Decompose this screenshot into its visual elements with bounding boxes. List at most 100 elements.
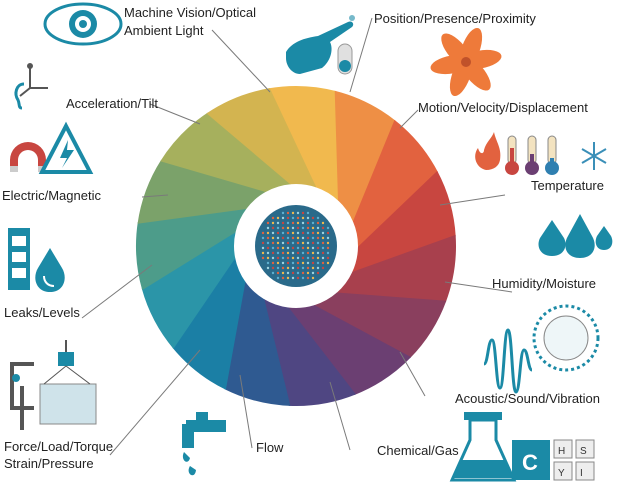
chip-dot xyxy=(326,231,330,235)
chip-dot xyxy=(291,231,295,235)
label-ambient-light: Ambient Light xyxy=(124,23,204,38)
chip-dot xyxy=(321,256,325,260)
chip-dot xyxy=(306,246,310,250)
periodic-table-icon: C H S Y I xyxy=(512,439,595,481)
chip-dot xyxy=(266,231,270,235)
flask-letter: C xyxy=(522,450,538,475)
chip-dot xyxy=(271,261,275,265)
chip-dot xyxy=(266,246,270,250)
chip-dot xyxy=(316,216,320,220)
chip-dot xyxy=(311,216,315,220)
chip-dot xyxy=(311,221,315,225)
chip-dot xyxy=(291,276,295,280)
label-temperature: Temperature xyxy=(531,178,604,193)
chip-dot xyxy=(286,221,290,225)
chip-dot xyxy=(306,266,310,270)
chip-dot xyxy=(301,251,305,255)
chip-dot xyxy=(281,226,285,230)
clamp-icon xyxy=(10,362,34,430)
vibrating-ball-icon xyxy=(532,304,600,372)
chip-dot xyxy=(271,216,275,220)
chip-dot xyxy=(296,211,300,215)
chip-dot xyxy=(281,211,285,215)
chip-dot xyxy=(301,241,305,245)
chip-dot xyxy=(286,256,290,260)
chip-dot xyxy=(291,271,295,275)
chip-dot xyxy=(326,236,330,240)
label-leaks: Leaks/Levels xyxy=(4,305,80,320)
wheel-segment xyxy=(352,170,456,273)
chip-dot xyxy=(296,266,300,270)
periodic-cell-1: H xyxy=(558,446,565,457)
chip-dot xyxy=(266,236,270,240)
chip-dot xyxy=(316,246,320,250)
chip-dot xyxy=(296,261,300,265)
chip-dot xyxy=(291,226,295,230)
chip-dot xyxy=(311,226,315,230)
chip-dot xyxy=(281,266,285,270)
chip-dot xyxy=(291,236,295,240)
tank-level-icon xyxy=(8,228,30,290)
chip-dot xyxy=(301,276,305,280)
chip-dot xyxy=(306,231,310,235)
chip-dot xyxy=(261,246,265,250)
chip-dot xyxy=(276,236,280,240)
chip-dot xyxy=(306,256,310,260)
ear-icon xyxy=(14,82,25,110)
chip-dot xyxy=(326,256,330,260)
faucet-icon xyxy=(182,412,226,476)
chip-dot xyxy=(321,246,325,250)
chip-dot xyxy=(286,251,290,255)
chip-dot xyxy=(301,226,305,230)
wheel-segment xyxy=(313,292,447,359)
chip-dot xyxy=(286,226,290,230)
chip-dot xyxy=(281,246,285,250)
chip-dot xyxy=(261,241,265,245)
chip-dot xyxy=(316,236,320,240)
wheel-segment xyxy=(141,231,236,349)
chip-dot xyxy=(286,241,290,245)
chip-dot xyxy=(291,221,295,225)
chip-dot xyxy=(291,216,295,220)
chip-dot xyxy=(311,231,315,235)
chip-dot xyxy=(266,261,270,265)
chip-dot xyxy=(301,236,305,240)
horseshoe-magnet-icon xyxy=(10,142,46,172)
fan-icon xyxy=(430,27,502,97)
label-force: Force/Load/Torque xyxy=(4,439,113,454)
chip-dot xyxy=(316,231,320,235)
label-flow: Flow xyxy=(256,440,284,455)
chip-dot xyxy=(291,256,295,260)
chip-dot xyxy=(316,256,320,260)
flame-icon xyxy=(475,132,501,170)
chip-dot xyxy=(276,251,280,255)
chip-dot xyxy=(311,251,315,255)
chip-dot xyxy=(326,246,330,250)
chip-dot xyxy=(321,231,325,235)
chip-dot xyxy=(271,266,275,270)
chip-dot xyxy=(281,231,285,235)
chip-dot xyxy=(306,261,310,265)
flask-icon xyxy=(449,412,517,482)
chip-dot xyxy=(316,261,320,265)
periodic-cell-3: Y xyxy=(558,468,565,479)
chip-dot xyxy=(326,241,330,245)
chip-dot xyxy=(281,236,285,240)
color-wheel xyxy=(136,86,457,406)
chip-dot xyxy=(261,236,265,240)
chip-dot xyxy=(306,226,310,230)
chip-dot xyxy=(266,266,270,270)
chip-dot xyxy=(316,241,320,245)
chip-dot xyxy=(281,276,285,280)
chip-dot xyxy=(306,236,310,240)
droplets-icon xyxy=(538,214,613,258)
chip-dot xyxy=(276,246,280,250)
chip-dot xyxy=(321,226,325,230)
chip-dot xyxy=(276,241,280,245)
label-chemical: Chemical/Gas xyxy=(377,443,459,458)
chip-dot xyxy=(261,251,265,255)
chip-dot xyxy=(316,221,320,225)
chip-dot xyxy=(321,251,325,255)
wheel-segment xyxy=(263,299,356,406)
